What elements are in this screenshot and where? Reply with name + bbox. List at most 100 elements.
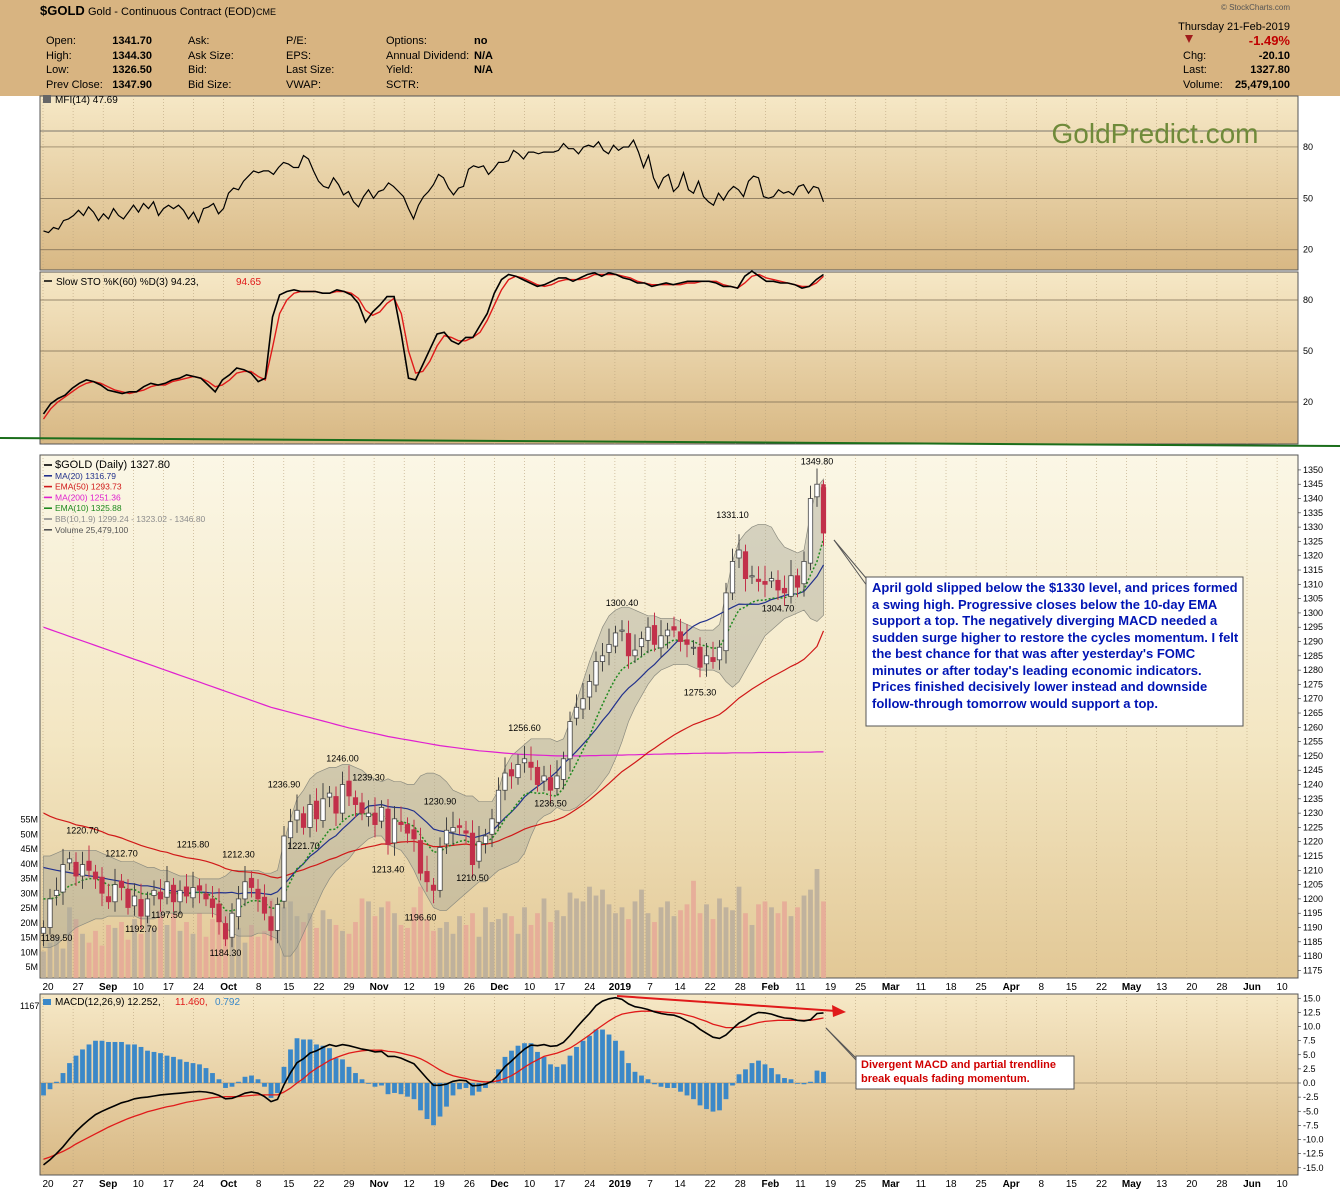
candle-body — [547, 777, 554, 791]
volume-bar — [502, 913, 508, 978]
macd-x-axis-label: Dec — [490, 1179, 509, 1190]
stat-label: Last Size: — [286, 64, 334, 76]
volume-bar — [80, 933, 85, 978]
price-label: 1246.00 — [326, 753, 359, 763]
candle-body — [248, 877, 255, 888]
macd-x-axis-label: Apr — [1003, 1179, 1020, 1190]
x-axis-label: 15 — [1066, 982, 1078, 993]
candle-body — [209, 898, 216, 908]
candle-body — [53, 889, 60, 896]
macd-x-axis-label: 15 — [283, 1179, 295, 1190]
volume-bar — [93, 930, 98, 978]
macd-histogram-bar — [132, 1044, 137, 1083]
volume-bar — [496, 919, 501, 978]
macd-histogram-bar — [639, 1075, 644, 1083]
macd-histogram-bar — [112, 1041, 118, 1083]
candle-body — [346, 780, 352, 797]
volume-bar — [684, 904, 690, 978]
candle-body — [775, 579, 781, 591]
macd-histogram-bar — [145, 1050, 150, 1083]
macd-x-axis-label: 19 — [434, 1179, 446, 1190]
x-axis-label: 8 — [1039, 982, 1045, 993]
volume-bar — [197, 913, 202, 978]
macd-signal-value: 11.460, — [175, 997, 208, 1008]
symbol: $GOLD — [40, 3, 85, 18]
stat-value: 25,479,100 — [1235, 79, 1290, 91]
volume-bar — [457, 916, 462, 978]
candle-body — [638, 638, 645, 648]
macd-histogram-bar — [327, 1048, 332, 1083]
volume-tick-label: 45M — [20, 844, 38, 854]
mfi-panel-frame — [39, 95, 1299, 271]
macd-histogram-bar — [385, 1083, 391, 1095]
stat-label: Prev Close: — [46, 79, 103, 91]
macd-x-axis-label: 10 — [1277, 1179, 1289, 1190]
volume-bar — [658, 907, 664, 978]
volume-bar — [359, 898, 365, 978]
candle-body — [411, 829, 417, 840]
price-tick-label: 1195 — [1303, 908, 1322, 918]
macd-tick-label: -7.5 — [1303, 1120, 1319, 1130]
price-tick-label: 1220 — [1303, 837, 1323, 847]
volume-bar — [307, 913, 313, 978]
stat-label: P/E: — [286, 35, 307, 47]
candle-body — [216, 903, 222, 923]
macd-tick-label: 12.5 — [1303, 1007, 1321, 1017]
macd-x-axis-label: 20 — [42, 1179, 54, 1190]
macd-histogram-bar — [262, 1083, 267, 1087]
price-label: 1300.40 — [606, 598, 639, 608]
candle-body — [365, 812, 372, 817]
macd-histogram-bar — [210, 1073, 215, 1083]
sto-tick-label: 20 — [1303, 397, 1313, 407]
annotation-box — [855, 1055, 1075, 1090]
volume-bar — [392, 913, 397, 978]
x-axis-label: 10 — [1277, 982, 1289, 993]
candle-body — [242, 881, 248, 900]
annotation-box — [865, 576, 1244, 727]
macd-tick-label: -10.0 — [1303, 1135, 1324, 1145]
volume-bar — [119, 922, 124, 978]
macd-histogram-bar — [502, 1056, 508, 1083]
candle-body — [541, 775, 547, 782]
candle-body — [177, 889, 183, 903]
candle-body — [261, 896, 268, 914]
sto-panel: 20 50 80 Slow STO %K(60) %D(3) 94.23, 94.65 — [39, 270, 1313, 445]
legend-label: $GOLD (Daily) 1327.80 — [55, 459, 170, 471]
macd-legend-icon — [43, 999, 51, 1005]
macd-histogram-bar — [574, 1046, 579, 1083]
volume-bar — [340, 930, 345, 978]
macd-histogram-bar — [346, 1066, 352, 1083]
volume-bar — [353, 922, 358, 978]
mfi-panel: 20 50 80 MFI(14) 47.69 — [39, 95, 1313, 271]
candle-body — [794, 575, 801, 588]
macd-x-axis-label: 25 — [855, 1179, 867, 1190]
volume-bar — [158, 910, 163, 978]
macd-histogram-bar — [398, 1083, 404, 1095]
macd-x-axis-label: 22 — [313, 1179, 325, 1190]
x-axis-label: Sep — [99, 982, 117, 993]
volume-bar — [814, 869, 820, 978]
candle-body — [157, 891, 164, 900]
macd-histogram-bar — [353, 1073, 358, 1083]
price-label: 1236.90 — [268, 779, 301, 789]
candle-body — [742, 551, 749, 580]
macd-histogram-bar — [580, 1040, 586, 1083]
candle-body — [586, 681, 593, 698]
x-axis-label: 24 — [193, 982, 205, 993]
volume-bar — [385, 901, 391, 978]
x-axis-label: Feb — [762, 982, 780, 993]
x-axis-label: 26 — [464, 982, 476, 993]
volume-bar — [483, 907, 488, 978]
macd-histogram-bar — [509, 1050, 514, 1083]
macd-histogram-bar — [808, 1081, 813, 1083]
volume-tick-label: 55M — [20, 815, 38, 825]
macd-x-axis-label: 10 — [524, 1179, 536, 1190]
volume-bar — [619, 907, 625, 978]
bollinger-band — [43, 478, 824, 957]
volume-bar — [801, 895, 807, 978]
candle-body — [664, 629, 671, 637]
volume-bar — [379, 907, 384, 978]
candle-body — [222, 923, 229, 940]
price-label: 1196.60 — [405, 913, 437, 923]
macd-x-axis-label: 19 — [825, 1179, 837, 1190]
